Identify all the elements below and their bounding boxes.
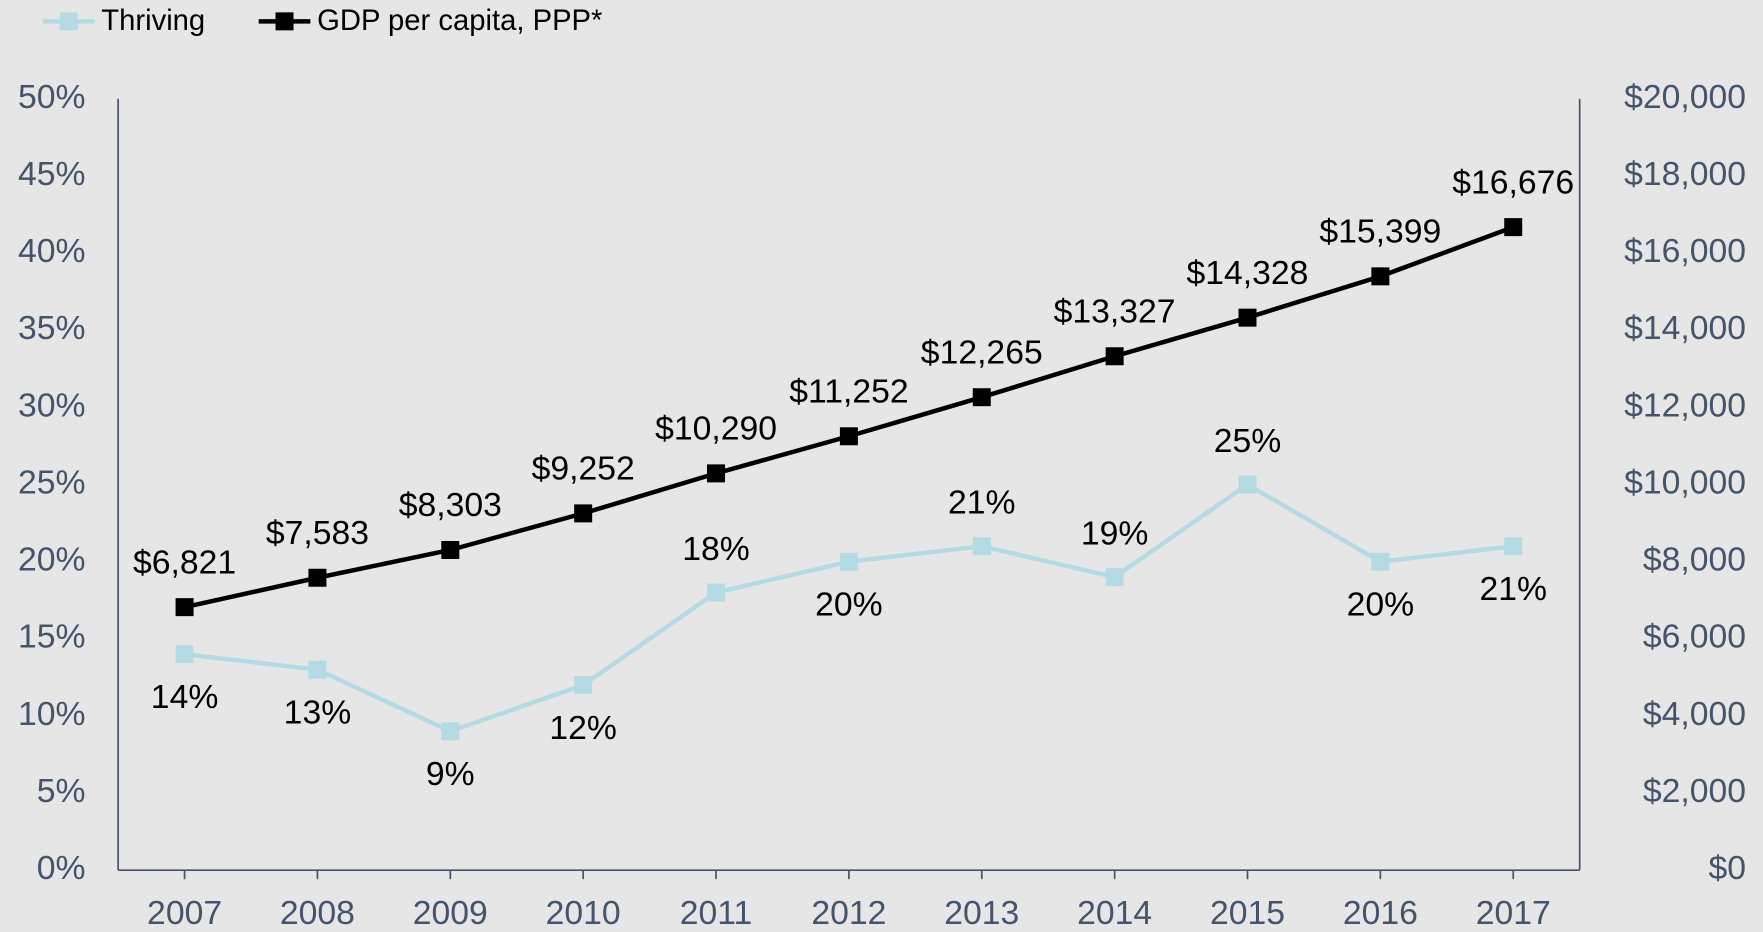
data-label: 25% <box>1214 422 1282 460</box>
y-tick-label: 5% <box>37 772 86 810</box>
point <box>972 388 991 407</box>
data-label: $6,821 <box>133 543 236 581</box>
x-tick-label: 2013 <box>944 894 1019 932</box>
x-tick-label: 2007 <box>147 894 222 932</box>
point <box>1504 218 1523 237</box>
point <box>574 676 593 695</box>
y-tick-label: 40% <box>18 232 86 270</box>
data-label: $13,327 <box>1054 292 1176 330</box>
data-label: $15,399 <box>1319 213 1441 251</box>
y-tick-label: 25% <box>18 463 86 501</box>
data-label: 20% <box>815 586 883 624</box>
point <box>308 660 327 679</box>
data-label: $14,328 <box>1187 254 1309 292</box>
data-label: $11,252 <box>789 372 908 410</box>
data-label: 12% <box>549 709 616 747</box>
x-tick-label: 2008 <box>280 894 355 932</box>
point <box>441 722 460 741</box>
legend-marker <box>275 12 294 31</box>
data-label: $16,676 <box>1452 163 1574 201</box>
point <box>1238 308 1257 327</box>
x-tick-label: 2009 <box>413 894 488 932</box>
y2-tick-label: $18,000 <box>1624 155 1746 193</box>
y-tick-label: 45% <box>18 155 86 193</box>
y-tick-label: 20% <box>18 541 86 579</box>
data-label: 14% <box>151 678 219 716</box>
point <box>1105 347 1124 366</box>
point <box>1105 568 1124 587</box>
y-tick-label: 30% <box>18 386 86 424</box>
y-tick-label: 50% <box>18 78 86 116</box>
y2-tick-label: $12,000 <box>1624 386 1746 424</box>
y-tick-label: 0% <box>37 849 86 887</box>
data-label: 21% <box>1479 570 1547 608</box>
y2-tick-label: $2,000 <box>1643 772 1746 810</box>
y2-tick-label: $20,000 <box>1624 78 1746 116</box>
data-label: 21% <box>948 484 1016 522</box>
y-tick-label: 10% <box>18 695 86 733</box>
legend-label: Thriving <box>101 5 205 37</box>
y2-tick-label: $0 <box>1709 849 1747 887</box>
x-tick-label: 2011 <box>680 894 753 932</box>
point <box>839 427 858 446</box>
x-tick-label: 2014 <box>1077 894 1152 932</box>
point <box>175 645 194 664</box>
point <box>707 464 726 483</box>
data-label: $7,583 <box>266 514 369 552</box>
point <box>574 504 593 523</box>
y2-tick-label: $6,000 <box>1643 618 1746 656</box>
x-tick-label: 2017 <box>1476 894 1551 932</box>
y2-tick-label: $4,000 <box>1643 695 1746 733</box>
data-label: $9,252 <box>532 450 635 488</box>
data-label: 18% <box>682 530 750 568</box>
point <box>839 552 858 571</box>
point <box>308 568 327 587</box>
data-label: 19% <box>1081 514 1149 552</box>
data-label: 20% <box>1347 586 1415 624</box>
point <box>707 583 726 602</box>
y2-tick-label: $8,000 <box>1643 541 1746 579</box>
legend-label: GDP per capita, PPP* <box>317 5 602 37</box>
point <box>1371 552 1390 571</box>
data-label: 13% <box>284 694 352 732</box>
data-label: 9% <box>426 755 475 793</box>
x-tick-label: 2015 <box>1210 894 1285 932</box>
y-tick-label: 15% <box>18 618 86 656</box>
point <box>1504 537 1523 556</box>
data-label: $8,303 <box>399 486 502 524</box>
y2-tick-label: $10,000 <box>1624 463 1746 501</box>
point <box>1371 267 1390 286</box>
y2-tick-label: $14,000 <box>1624 309 1746 347</box>
point <box>1238 475 1257 494</box>
point <box>175 598 194 617</box>
legend-marker <box>59 12 78 31</box>
data-label: $10,290 <box>655 410 777 448</box>
y2-tick-label: $16,000 <box>1624 232 1746 270</box>
point <box>441 540 460 559</box>
data-label: $12,265 <box>921 333 1043 371</box>
x-tick-label: 2010 <box>546 894 621 932</box>
x-tick-label: 2016 <box>1343 894 1418 932</box>
x-tick-label: 2012 <box>811 894 886 932</box>
point <box>972 537 991 556</box>
y-tick-label: 35% <box>18 309 86 347</box>
series-line <box>184 225 1515 610</box>
